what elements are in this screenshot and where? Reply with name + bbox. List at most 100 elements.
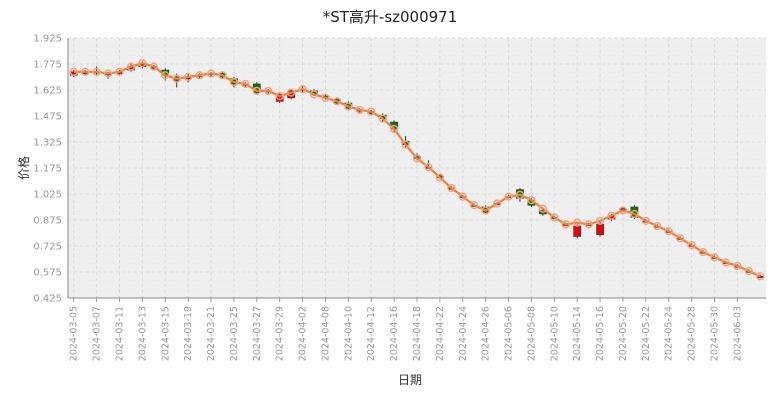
close-point-marker bbox=[653, 221, 662, 231]
close-point-marker bbox=[641, 216, 650, 225]
x-tick-label: 2024-04-26 bbox=[481, 306, 492, 361]
close-point-marker bbox=[138, 59, 147, 68]
x-tick-label: 2024-05-28 bbox=[687, 306, 698, 361]
close-point-marker bbox=[321, 93, 330, 102]
close-point-marker bbox=[664, 227, 673, 236]
close-point-marker bbox=[744, 267, 753, 276]
x-tick-label: 2024-03-13 bbox=[137, 306, 148, 361]
x-tick-label: 2024-04-02 bbox=[298, 306, 309, 361]
y-tick-label: 1.475 bbox=[33, 112, 62, 123]
x-tick-label: 2024-04-08 bbox=[320, 306, 331, 361]
close-point-marker bbox=[367, 107, 376, 116]
y-axis-label: 价格 bbox=[16, 156, 31, 180]
close-point-marker bbox=[184, 72, 193, 82]
close-point-marker bbox=[332, 97, 342, 106]
close-point-marker bbox=[218, 71, 227, 80]
close-point-marker bbox=[172, 74, 181, 83]
candle-body bbox=[573, 225, 582, 237]
close-point-marker bbox=[470, 201, 479, 210]
x-axis-label: 日期 bbox=[398, 373, 422, 387]
y-tick-label: 1.625 bbox=[33, 86, 62, 97]
close-point-marker bbox=[206, 69, 216, 78]
close-point-marker bbox=[390, 124, 399, 134]
close-point-marker bbox=[527, 195, 536, 205]
close-point-marker bbox=[630, 209, 639, 219]
x-tick-label: 2024-03-25 bbox=[229, 306, 240, 361]
close-point-marker bbox=[126, 62, 136, 71]
close-point-marker bbox=[241, 79, 250, 89]
close-point-marker bbox=[149, 62, 158, 71]
close-point-marker bbox=[492, 199, 502, 208]
x-tick-label: 2024-03-15 bbox=[160, 306, 171, 361]
y-tick-label: 1.025 bbox=[33, 190, 62, 201]
y-tick-label: 0.875 bbox=[33, 216, 62, 227]
close-point-marker bbox=[515, 190, 525, 199]
close-point-marker bbox=[710, 253, 719, 262]
x-tick-label: 2024-03-07 bbox=[92, 306, 103, 361]
close-point-marker bbox=[756, 272, 765, 281]
y-tick-label: 1.775 bbox=[33, 60, 62, 71]
close-price-line bbox=[73, 61, 761, 278]
close-point-marker bbox=[161, 71, 170, 80]
x-tick-label: 2024-04-22 bbox=[435, 306, 446, 361]
close-point-marker bbox=[698, 247, 708, 257]
close-point-marker bbox=[435, 173, 444, 182]
chart-title: *ST高升-sz000971 bbox=[323, 8, 458, 26]
close-point-marker bbox=[687, 241, 696, 250]
x-tick-label: 2024-05-08 bbox=[526, 306, 537, 361]
y-tick-label: 0.425 bbox=[33, 294, 62, 305]
close-point-marker bbox=[264, 86, 273, 95]
close-point-marker bbox=[676, 234, 685, 243]
close-point-marker bbox=[721, 258, 731, 267]
close-point-marker bbox=[573, 218, 582, 227]
candle-body bbox=[596, 224, 604, 236]
x-tick-label: 2024-03-05 bbox=[69, 306, 80, 361]
x-tick-label: 2024-04-12 bbox=[366, 306, 377, 361]
y-tick-label: 1.175 bbox=[33, 164, 62, 175]
x-tick-label: 2024-05-30 bbox=[710, 306, 721, 361]
close-point-marker bbox=[275, 91, 284, 101]
close-point-marker bbox=[355, 105, 364, 115]
close-point-marker bbox=[538, 204, 547, 213]
x-tick-label: 2024-05-24 bbox=[664, 306, 675, 361]
x-tick-label: 2024-06-03 bbox=[732, 306, 743, 361]
close-point-marker bbox=[229, 78, 239, 87]
close-point-marker bbox=[344, 102, 353, 111]
close-point-marker bbox=[92, 67, 101, 76]
close-point-marker bbox=[607, 211, 616, 220]
x-tick-label: 2024-03-27 bbox=[252, 306, 263, 361]
close-point-marker bbox=[195, 71, 204, 80]
close-point-marker bbox=[103, 69, 113, 78]
x-tick-label: 2024-05-22 bbox=[641, 306, 652, 361]
close-point-marker bbox=[81, 67, 90, 76]
close-point-marker bbox=[550, 213, 559, 222]
x-tick-label: 2024-03-29 bbox=[275, 306, 286, 361]
x-tick-label: 2024-03-19 bbox=[183, 306, 194, 361]
x-tick-label: 2024-04-24 bbox=[458, 306, 469, 361]
y-tick-label: 1.925 bbox=[33, 34, 62, 45]
close-point-marker bbox=[561, 220, 570, 229]
x-tick-label: 2024-05-20 bbox=[618, 306, 629, 361]
close-point-marker bbox=[252, 86, 261, 95]
close-point-marker bbox=[458, 192, 467, 201]
close-point-marker bbox=[584, 220, 593, 229]
x-tick-label: 2024-05-14 bbox=[572, 306, 583, 361]
x-tick-label: 2024-03-11 bbox=[114, 306, 125, 361]
x-tick-label: 2024-05-16 bbox=[595, 306, 606, 361]
close-point-marker bbox=[69, 67, 78, 76]
close-point-marker bbox=[115, 67, 124, 76]
x-tick-label: 2024-04-10 bbox=[343, 306, 354, 361]
close-point-marker bbox=[733, 261, 742, 271]
x-tick-label: 2024-04-16 bbox=[389, 306, 400, 361]
y-tick-label: 0.725 bbox=[33, 242, 62, 253]
close-point-marker bbox=[412, 154, 422, 163]
close-point-marker bbox=[287, 88, 296, 97]
candle-body bbox=[756, 276, 765, 278]
x-tick-label: 2024-04-18 bbox=[412, 306, 423, 361]
x-tick-label: 2024-05-06 bbox=[504, 306, 515, 361]
close-point-marker bbox=[595, 216, 605, 225]
close-point-marker bbox=[504, 192, 513, 201]
close-point-marker bbox=[618, 206, 628, 215]
